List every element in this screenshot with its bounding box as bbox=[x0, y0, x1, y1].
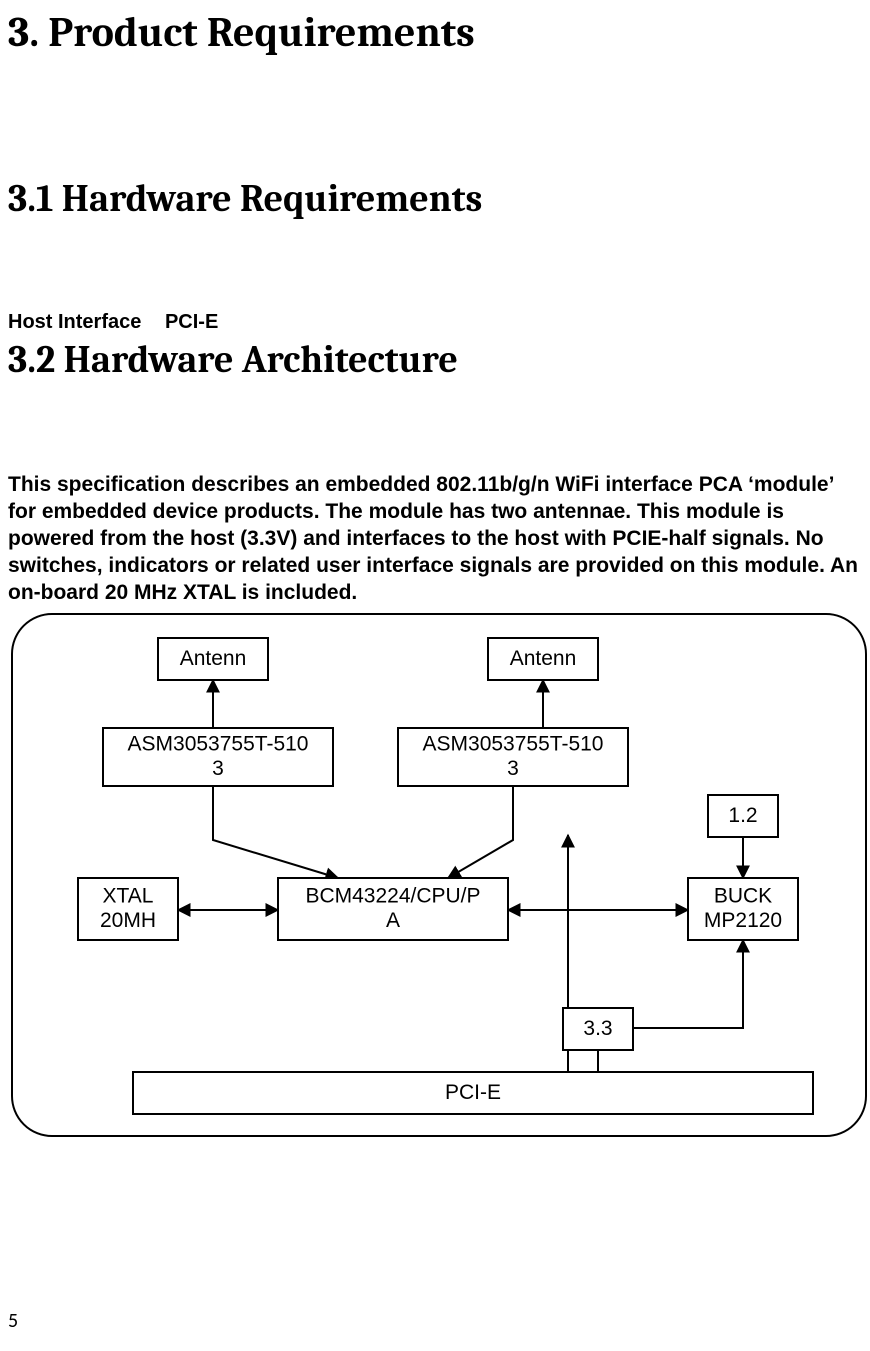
host-interface-value: PCI-E bbox=[165, 311, 218, 333]
heading-product-requirements: 3. Product Requirements bbox=[8, 8, 862, 57]
host-interface-line: Host Interface PCI-E bbox=[8, 311, 862, 334]
svg-text:3.3: 3.3 bbox=[583, 1017, 612, 1040]
svg-text:ASM3053755T-510: ASM3053755T-510 bbox=[423, 733, 604, 756]
svg-text:XTAL: XTAL bbox=[103, 885, 154, 908]
svg-text:1.2: 1.2 bbox=[728, 804, 757, 827]
svg-text:BCM43224/CPU/P: BCM43224/CPU/P bbox=[305, 885, 480, 908]
svg-text:ASM3053755T-510: ASM3053755T-510 bbox=[128, 733, 309, 756]
svg-text:Antenn: Antenn bbox=[510, 647, 577, 670]
svg-text:3: 3 bbox=[212, 757, 224, 780]
svg-text:3: 3 bbox=[507, 757, 519, 780]
heading-hardware-architecture: 3.2 Hardware Architecture bbox=[8, 338, 862, 382]
architecture-diagram: AntennAntennASM3053755T-5103ASM3053755T-… bbox=[8, 610, 862, 1140]
svg-text:BUCK: BUCK bbox=[714, 885, 772, 908]
page-number: 5 bbox=[8, 1309, 18, 1333]
architecture-paragraph: This specification describes an embedded… bbox=[8, 472, 862, 606]
host-interface-label: Host Interface bbox=[8, 311, 141, 333]
svg-text:Antenn: Antenn bbox=[180, 647, 247, 670]
svg-text:PCI-E: PCI-E bbox=[445, 1081, 501, 1104]
svg-text:A: A bbox=[386, 909, 400, 932]
svg-text:20MH: 20MH bbox=[100, 909, 156, 932]
svg-text:MP2120: MP2120 bbox=[704, 909, 782, 932]
heading-hardware-requirements: 3.1 Hardware Requirements bbox=[8, 177, 862, 221]
